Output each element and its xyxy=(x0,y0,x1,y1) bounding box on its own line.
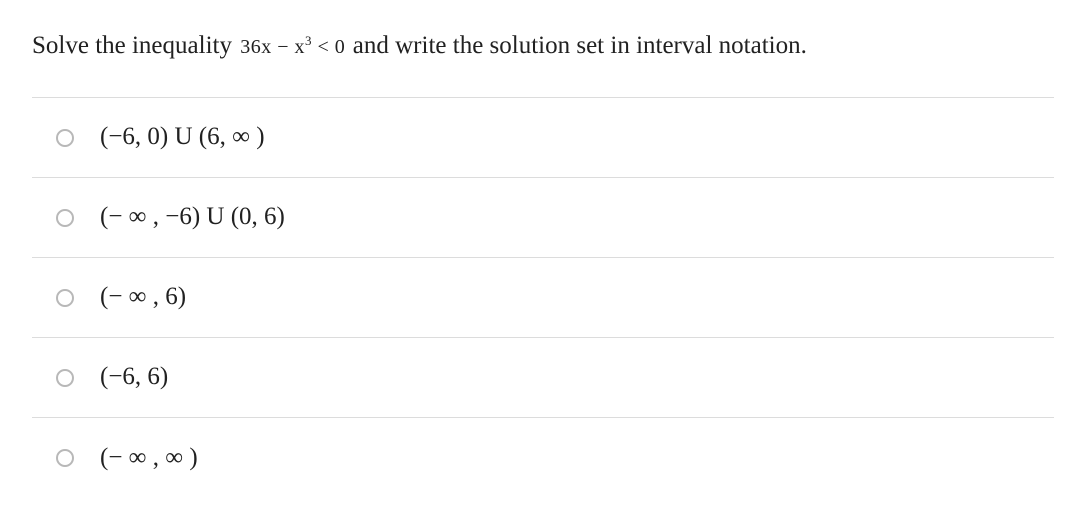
question-math: 36x − x3 < 0 xyxy=(238,36,353,58)
radio-icon[interactable] xyxy=(56,129,74,147)
option-label: (− ∞ , −6) U (0, 6) xyxy=(100,201,285,234)
radio-icon[interactable] xyxy=(56,289,74,307)
math-exponent: 3 xyxy=(305,33,312,48)
option-label: (−6, 6) xyxy=(100,361,168,394)
options-list: (−6, 0) U (6, ∞ ) (− ∞ , −6) U (0, 6) (−… xyxy=(32,97,1054,498)
question-text: Solve the inequality 36x − x3 < 0 and wr… xyxy=(32,28,1054,63)
question-suffix: and write the solution set in interval n… xyxy=(353,32,807,59)
option-label: (− ∞ , 6) xyxy=(100,281,186,314)
option-label: (−6, 0) U (6, ∞ ) xyxy=(100,121,265,154)
question-prefix: Solve the inequality xyxy=(32,32,238,59)
question-container: Solve the inequality 36x − x3 < 0 and wr… xyxy=(0,0,1086,510)
option-row[interactable]: (− ∞ , −6) U (0, 6) xyxy=(32,178,1054,258)
radio-icon[interactable] xyxy=(56,369,74,387)
option-row[interactable]: (− ∞ , 6) xyxy=(32,258,1054,338)
option-row[interactable]: (−6, 0) U (6, ∞ ) xyxy=(32,98,1054,178)
math-lt: < 0 xyxy=(312,36,351,58)
option-row[interactable]: (− ∞ , ∞ ) xyxy=(32,418,1054,498)
option-row[interactable]: (−6, 6) xyxy=(32,338,1054,418)
math-base: 36x − x xyxy=(240,36,305,58)
option-label: (− ∞ , ∞ ) xyxy=(100,442,198,475)
radio-icon[interactable] xyxy=(56,449,74,467)
radio-icon[interactable] xyxy=(56,209,74,227)
